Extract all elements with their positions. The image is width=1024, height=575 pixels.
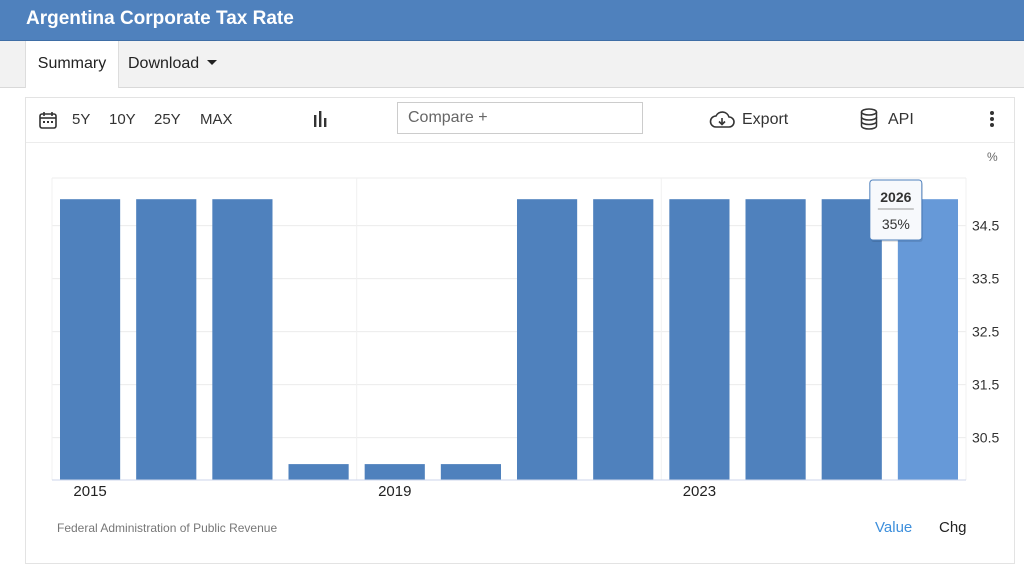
- tab-download-label: Download: [128, 55, 200, 72]
- caret-down-icon: [207, 60, 218, 66]
- more-options-icon[interactable]: [990, 111, 996, 129]
- chart-toolbar: 5Y 10Y 25Y MAX Compare + Export API: [26, 98, 1014, 143]
- y-tick-label: 30.5: [972, 430, 999, 446]
- compare-input[interactable]: Compare +: [397, 102, 643, 134]
- bar-2024: [745, 199, 806, 480]
- bar-2023: [669, 199, 730, 480]
- x-tick-label: 2015: [73, 483, 106, 500]
- tab-bar: Summary Download: [0, 41, 1024, 88]
- x-tick-label: 2023: [683, 483, 716, 500]
- y-tick-label: 33.5: [972, 271, 999, 287]
- calendar-icon[interactable]: [38, 110, 58, 130]
- chg-button[interactable]: Chg: [939, 519, 967, 536]
- range-5y-button[interactable]: 5Y: [72, 111, 91, 128]
- page-title: Argentina Corporate Tax Rate: [26, 8, 294, 29]
- bar-2021: [516, 199, 578, 480]
- range-10y-button[interactable]: 10Y: [109, 111, 136, 128]
- title-bar: Argentina Corporate Tax Rate: [0, 0, 1024, 41]
- bar-2016: [136, 199, 197, 480]
- bar-2026: [897, 199, 959, 480]
- value-button[interactable]: Value: [875, 519, 913, 536]
- api-button[interactable]: API: [888, 111, 914, 128]
- export-button[interactable]: Export: [742, 111, 789, 128]
- bar-2017: [212, 199, 273, 480]
- y-tick-label: 32.5: [972, 324, 999, 340]
- y-tick-label: 34.5: [972, 218, 999, 234]
- x-tick-label: 2019: [378, 483, 411, 500]
- bar-chart-icon[interactable]: [312, 110, 328, 128]
- range-25y-button[interactable]: 25Y: [154, 111, 181, 128]
- cloud-download-icon[interactable]: [709, 110, 735, 130]
- tab-download[interactable]: Download: [128, 41, 218, 87]
- tab-summary[interactable]: Summary: [25, 41, 119, 88]
- bar-2025: [821, 199, 882, 480]
- bar-2020: [440, 464, 502, 480]
- bar-2022: [593, 199, 654, 480]
- tooltip-value: 35%: [882, 216, 910, 232]
- range-max-button[interactable]: MAX: [200, 111, 233, 128]
- bar-2018: [288, 464, 349, 480]
- source-label: Federal Administration of Public Revenue: [57, 521, 278, 535]
- tooltip-year: 2026: [880, 189, 911, 205]
- bar-2015: [59, 199, 121, 480]
- database-icon[interactable]: [860, 108, 878, 130]
- y-axis-unit-label: %: [987, 150, 998, 164]
- bar-2019: [364, 464, 425, 480]
- y-tick-label: 31.5: [972, 377, 999, 393]
- tooltip-box: [869, 179, 923, 241]
